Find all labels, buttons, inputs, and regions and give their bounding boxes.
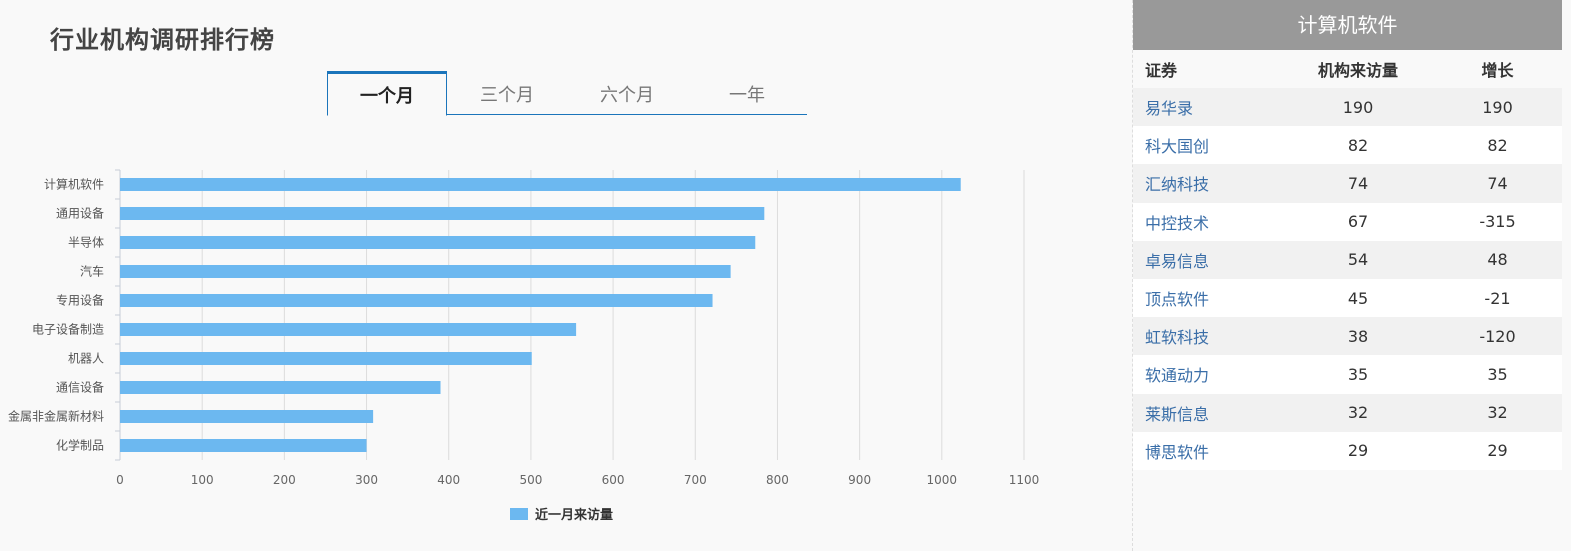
visit-count: 54 [1347, 250, 1369, 270]
visit-count: 35 [1347, 364, 1369, 384]
bar [120, 323, 577, 336]
table-row[interactable]: 卓易信息 54 48 [1133, 240, 1562, 279]
x-tick-label: 1100 [1009, 473, 1040, 487]
bar-chart: 计算机软件通用设备半导体汽车专用设备电子设备制造机器人通信设备金属非金属新材料化… [8, 169, 1040, 523]
growth-value: 190 [1482, 97, 1513, 117]
table-header: 证券 机构来访量 增长 [1133, 50, 1562, 88]
x-tick-label: 600 [602, 473, 625, 487]
category-label: 通用设备 [56, 207, 104, 221]
category-label: 半导体 [68, 236, 104, 250]
growth-value: 32 [1487, 403, 1508, 423]
security-name[interactable]: 莱斯信息 [1145, 404, 1210, 424]
table-row[interactable]: 博思软件 29 29 [1133, 431, 1562, 470]
bar [120, 236, 756, 249]
chart-section: 行业机构调研排行榜 一个月 三个月 六个月 一年 计算机软件通用设备半导体汽车专… [8, 26, 1040, 523]
growth-value: 29 [1487, 441, 1508, 461]
security-name[interactable]: 卓易信息 [1145, 251, 1210, 271]
visit-count: 190 [1342, 97, 1374, 117]
category-label: 专用设备 [56, 293, 104, 308]
divider [1132, 0, 1133, 551]
security-name[interactable]: 科大国创 [1145, 137, 1210, 157]
security-name[interactable]: 中控技术 [1145, 213, 1210, 233]
security-name[interactable]: 虹软科技 [1145, 328, 1210, 348]
category-label: 金属非金属新材料 [8, 409, 104, 424]
bar [120, 207, 765, 220]
category-label: 计算机软件 [44, 177, 104, 192]
panel-header: 计算机软件 [1133, 0, 1562, 50]
visit-count: 67 [1347, 212, 1369, 232]
growth-value: 82 [1487, 135, 1508, 155]
security-name[interactable]: 汇纳科技 [1145, 175, 1210, 195]
table-row[interactable]: 顶点软件 45 -21 [1133, 278, 1562, 318]
visit-count: 74 [1347, 173, 1369, 193]
growth-value: 35 [1487, 364, 1508, 384]
security-name[interactable]: 易华录 [1145, 99, 1194, 119]
table-row[interactable]: 易华录 190 190 [1133, 88, 1562, 127]
tab-one-year[interactable]: 一年 [729, 85, 765, 106]
tab-six-months[interactable]: 六个月 [600, 85, 654, 106]
category-label: 通信设备 [56, 381, 104, 395]
table-body: 易华录 190 190 科大国创 82 82 汇纳科技 74 74 中控技术 67 -315 卓易信息 5… [1133, 88, 1562, 470]
category-label: 化学制品 [56, 438, 104, 453]
category-label: 汽车 [80, 264, 104, 279]
x-tick-label: 500 [519, 473, 542, 487]
column-header-growth: 增长 [1481, 61, 1514, 80]
tab-three-months[interactable]: 三个月 [480, 85, 534, 106]
x-tick-label: 200 [273, 473, 296, 487]
x-tick-label: 300 [355, 473, 378, 487]
category-label: 电子设备制造 [32, 323, 104, 337]
table-row[interactable]: 中控技术 67 -315 [1133, 202, 1562, 241]
growth-value: -21 [1484, 288, 1511, 308]
page-title: 行业机构调研排行榜 [50, 26, 275, 54]
bar [120, 294, 713, 307]
x-tick-label: 700 [684, 473, 707, 487]
bar [120, 265, 731, 278]
growth-value: 74 [1487, 173, 1508, 193]
growth-value: 48 [1487, 250, 1508, 270]
visit-count: 32 [1347, 403, 1369, 423]
detail-panel: 计算机软件 证券 机构来访量 增长 易华录 190 190 科大国创 82 82 汇纳科技 7… [1133, 0, 1562, 551]
x-tick-label: 1000 [927, 473, 958, 487]
bar [120, 381, 441, 394]
category-label: 机器人 [68, 352, 104, 366]
x-tick-label: 900 [848, 473, 871, 487]
growth-value: -120 [1479, 326, 1516, 346]
bar [120, 410, 374, 423]
x-tick-label: 100 [191, 473, 214, 487]
x-tick-label: 800 [766, 473, 789, 487]
period-tabs: 一个月 三个月 六个月 一年 [327, 71, 807, 116]
column-header-visits: 机构来访量 [1317, 61, 1398, 80]
tab-one-month[interactable]: 一个月 [327, 71, 447, 116]
table-row[interactable]: 莱斯信息 32 32 [1133, 393, 1562, 432]
security-name[interactable]: 软通动力 [1145, 366, 1210, 386]
table-row[interactable]: 汇纳科技 74 74 [1133, 164, 1562, 203]
visit-count: 29 [1347, 441, 1369, 461]
growth-value: -315 [1479, 212, 1516, 232]
bar [120, 178, 961, 191]
visit-count: 45 [1347, 288, 1369, 308]
visit-count: 82 [1347, 135, 1369, 155]
table-row[interactable]: 虹软科技 38 -120 [1133, 317, 1562, 356]
column-header-security: 证券 [1145, 61, 1178, 80]
table-row[interactable]: 科大国创 82 82 [1133, 126, 1562, 165]
table-row[interactable]: 软通动力 35 35 [1133, 355, 1562, 394]
x-tick-label: 0 [116, 473, 124, 487]
x-tick-label: 400 [437, 473, 460, 487]
security-name[interactable]: 博思软件 [1145, 442, 1210, 462]
bar [120, 439, 367, 452]
legend-swatch [510, 508, 528, 520]
legend-label: 近一月来访量 [535, 507, 613, 523]
bar [120, 352, 532, 365]
visit-count: 38 [1347, 326, 1369, 346]
security-name[interactable]: 顶点软件 [1145, 290, 1210, 310]
